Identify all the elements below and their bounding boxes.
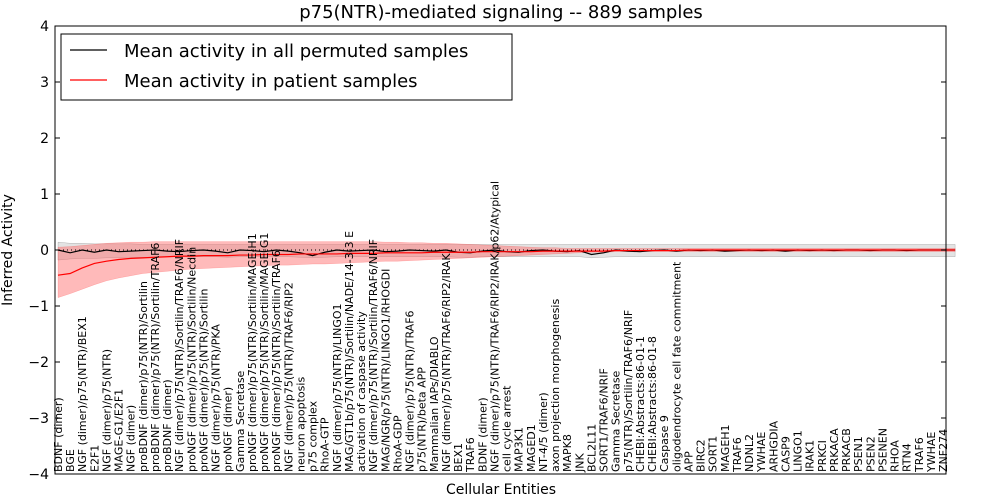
y-axis-label: Inferred Activity xyxy=(0,194,16,306)
legend-label-patient: Mean activity in patient samples xyxy=(124,71,418,92)
category-label: BGE xyxy=(64,449,77,472)
category-label: NT-4/5 (dimer) xyxy=(537,392,550,472)
category-label: Gamma Secretase xyxy=(610,370,623,472)
legend: Mean activity in all permuted samples Me… xyxy=(60,33,513,101)
category-label: Caspase 9 xyxy=(658,415,671,472)
category-label: activation of caspase activity xyxy=(355,311,368,472)
category-label: oligodendrocyte cell fate commitment xyxy=(670,261,683,472)
category-label: PSEN2 xyxy=(864,436,877,472)
category-label: NGF (dimer)/p75(NTR)/LINGO1 xyxy=(331,303,344,472)
category-label: Gamma Secretase xyxy=(234,370,247,472)
y-tick-label: −3 xyxy=(28,411,49,427)
category-label: PRKACA xyxy=(828,428,841,472)
x-axis-label: Cellular Entities xyxy=(446,482,556,498)
category-label: NGF (dimer)/p75(NTR)/Sortilin/TRAF6/NRIF xyxy=(173,239,186,472)
category-label: SORT1 xyxy=(707,436,720,472)
category-label: NGF (dimer)/p75(NTR)/Sortilin/TRAF6/NRIF xyxy=(367,239,380,472)
category-label: neuron apoptosis xyxy=(294,377,307,472)
category-label: TRAF6 xyxy=(464,437,477,473)
category-label: axon projection morphogenesis xyxy=(549,299,562,472)
y-tick-label: 4 xyxy=(40,19,49,35)
category-labels: BDNF (dimer) BGE NGF (dimer)/p75(NTR)/BEX1… xyxy=(52,181,950,473)
y-tick-label: −2 xyxy=(28,355,49,371)
y-tick-label: 3 xyxy=(40,75,49,91)
category-label: BIRC2 xyxy=(695,439,708,472)
category-label: cell cycle arrest xyxy=(501,385,514,472)
category-label: MAG/GT1b/p75(NTR)/Sortilin/NADE/14-3-3 E xyxy=(343,231,356,472)
series-lines xyxy=(57,249,956,276)
category-label: NGF (dimer) xyxy=(125,405,138,472)
category-label: NGF (dimer)/p75(NTR)/BEX1 xyxy=(76,316,89,472)
y-tick-label: −1 xyxy=(28,299,49,315)
category-label: NGF (dimer)/p75(NTR)/TRAF6 xyxy=(404,310,417,472)
category-label: PSEN1 xyxy=(852,436,865,472)
category-label: CHEBI:Abstracts:86-01-8 xyxy=(646,336,659,472)
y-tick-label: −4 xyxy=(28,467,49,483)
category-label: PRKACB xyxy=(840,428,853,472)
category-label: p75(NTR)/Sortilin/TRAF6/NRIF xyxy=(622,310,635,472)
category-label: MAGED1 xyxy=(525,424,538,472)
category-label: NGF (dimer)/p75(NTR)/PKA xyxy=(210,324,223,472)
category-label: RHOA xyxy=(889,440,902,472)
category-label: ZNF274 xyxy=(937,429,950,472)
category-label: MAGE-G1/E2F1 xyxy=(113,389,126,472)
legend-box xyxy=(60,33,513,101)
category-label: JNK xyxy=(573,453,586,473)
category-label: BDNF (dimer) xyxy=(476,397,489,472)
category-label: YWHAE xyxy=(755,432,768,473)
category-label: NGF (dimer)/p75(NTR) xyxy=(100,349,113,472)
category-label: proNGF (dimer) xyxy=(222,387,235,472)
category-label: p75 complex xyxy=(307,400,320,472)
y-axis-ticks: −4 −3 −2 −1 0 1 2 3 4 xyxy=(28,19,946,483)
category-label: LINGO1 xyxy=(792,430,805,472)
category-label: proBDNF (dimer)/p75(NTR)/Sortilin xyxy=(137,281,150,472)
category-label: E2F1 xyxy=(88,445,101,472)
category-label: MAP3K1 xyxy=(513,427,526,472)
category-label: TRAF6 xyxy=(913,437,926,473)
category-label: proBDNF (dimer) xyxy=(161,379,174,472)
category-label: BDNF (dimer) xyxy=(52,397,65,472)
category-label: proNGF (dimer)/p75(NTR)/Sortilin/Necdin xyxy=(185,247,198,472)
category-label: proNGF (dimer)/p75(NTR)/Sortilin/MAGE-G1 xyxy=(258,233,271,472)
category-label: RTN4 xyxy=(901,443,914,472)
series-line-1 xyxy=(57,249,956,276)
category-label: NGF (dimer)/p75(NTR)/TRAF6/RIP2/IRAK xyxy=(440,253,453,472)
y-tick-label: 2 xyxy=(40,131,49,147)
category-label: BEX1 xyxy=(452,443,465,472)
category-label: APP xyxy=(682,451,695,472)
category-label: RhoA-GDP xyxy=(391,415,404,472)
category-label: p75(NTR)/beta APP xyxy=(416,367,429,472)
category-label: proBDNF (dimer)/p75(NTR)/Sortilin/TRAF6 xyxy=(149,243,162,472)
category-label: ARHGDIA xyxy=(767,420,780,472)
category-label: NGF (dimer)/p75(NTR)/TRAF6/RIP2 xyxy=(282,282,295,472)
chart-title: p75(NTR)-mediated signaling -- 889 sampl… xyxy=(299,2,703,23)
legend-label-permuted: Mean activity in all permuted samples xyxy=(124,41,468,62)
category-label: proNGF (dimer)/p75(NTR)/Sortilin/MAGE-H1 xyxy=(246,233,259,472)
category-label: MAGEH1 xyxy=(719,424,732,472)
category-label: SORT1/TRAF6/NRIF xyxy=(598,368,611,472)
category-label: TRAF6 xyxy=(731,437,744,473)
y-tick-label: 1 xyxy=(40,187,49,203)
category-label: MAG/NGR/p75(NTR)/LINGO1/RHOGDI xyxy=(379,269,392,472)
category-label: MAPK8 xyxy=(561,434,574,472)
category-label: proNGF (dimer)/p75(NTR)/Sortilin xyxy=(197,289,210,472)
category-label: CHEBI:Abstracts:86-01-1 xyxy=(634,336,647,472)
category-label: RhoA-GTP xyxy=(319,417,332,472)
category-label: IRAK1 xyxy=(804,440,817,472)
y-tick-label: 0 xyxy=(40,243,49,259)
category-label: Mammalian IAPs/DIABLO xyxy=(428,336,441,472)
category-label: PRKCI xyxy=(816,440,829,472)
category-label: YWHAE xyxy=(925,432,938,473)
category-label: NGF (dimer)/p75(NTR)/TRAF6/RIP2/IRAK/p62… xyxy=(488,181,501,472)
category-label: BCL2L11 xyxy=(585,424,598,472)
category-label: NDNL2 xyxy=(743,434,756,472)
category-label: proNGF (dimer)/p75(NTR)/Sortilin/TRAF6 xyxy=(270,250,283,472)
category-label: CASP9 xyxy=(779,436,792,472)
series-band-1 xyxy=(57,241,956,298)
category-label: PSENEN xyxy=(876,428,889,472)
